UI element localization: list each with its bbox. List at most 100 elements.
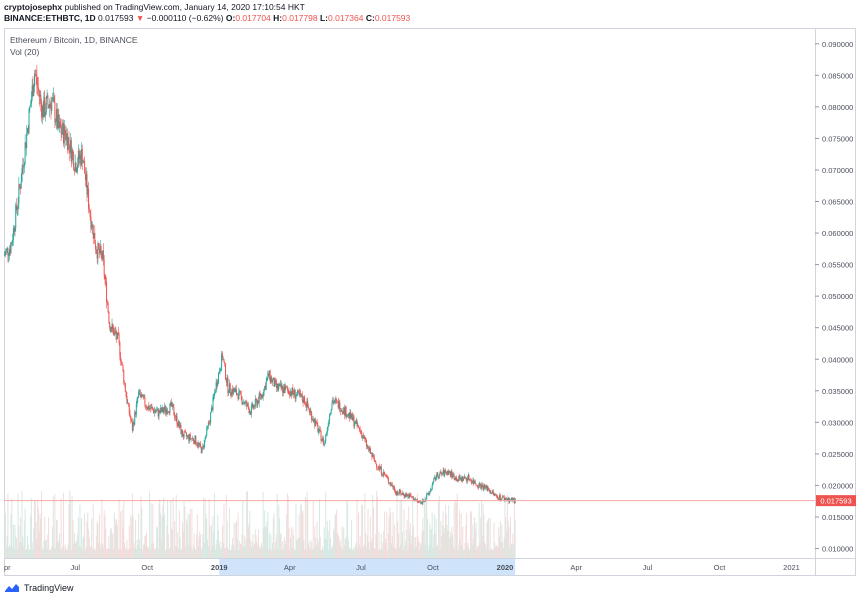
candle-body bbox=[20, 181, 22, 189]
candle-body bbox=[146, 408, 148, 410]
volume-bar bbox=[145, 532, 147, 558]
candle-body bbox=[210, 407, 212, 413]
volume-bar bbox=[116, 520, 118, 558]
candle-body bbox=[361, 431, 363, 438]
volume-bar bbox=[513, 501, 515, 558]
volume-bar bbox=[387, 533, 389, 558]
volume-bar bbox=[47, 534, 49, 558]
volume-bar bbox=[445, 514, 447, 558]
volume-bar bbox=[187, 513, 189, 558]
volume-bar bbox=[5, 513, 7, 558]
candle-body bbox=[324, 440, 326, 444]
candle-body bbox=[165, 409, 167, 413]
candle-body bbox=[51, 99, 53, 111]
brand-name[interactable]: TradingView bbox=[24, 583, 74, 593]
volume-title[interactable]: Vol (20) bbox=[10, 47, 40, 57]
candle-body bbox=[10, 244, 12, 253]
volume-bar bbox=[495, 545, 497, 558]
volume-bar bbox=[448, 538, 450, 558]
candle-body bbox=[33, 86, 35, 96]
candle-body bbox=[329, 412, 331, 414]
candle-body bbox=[459, 477, 461, 479]
price-chart[interactable]: 0.090000 0.085000 0.080000 0.075000 0.070000… bbox=[4, 28, 856, 576]
volume-bar bbox=[410, 544, 412, 558]
candle-body bbox=[398, 493, 400, 494]
candle-body bbox=[142, 394, 144, 397]
volume-bar bbox=[347, 502, 349, 558]
candle-body bbox=[344, 407, 346, 416]
candle-body bbox=[351, 413, 353, 419]
chart-border bbox=[4, 28, 856, 576]
volume-bar bbox=[113, 512, 115, 558]
volume-bar bbox=[322, 549, 324, 558]
candle-body bbox=[226, 377, 228, 383]
candle-body bbox=[109, 322, 111, 327]
volume-bar bbox=[88, 537, 90, 558]
candle-body bbox=[168, 412, 170, 414]
volume-bar bbox=[281, 549, 283, 558]
volume-bar bbox=[109, 529, 111, 558]
candle-body bbox=[316, 421, 318, 426]
volume-bar bbox=[333, 528, 335, 558]
candle-body bbox=[7, 247, 9, 256]
candle-body bbox=[92, 224, 94, 239]
volume-bar bbox=[498, 527, 500, 558]
candle-body bbox=[68, 137, 70, 145]
volume-bar bbox=[243, 546, 245, 558]
volume-bar bbox=[477, 546, 479, 558]
volume-bar bbox=[370, 542, 372, 558]
volume-bar bbox=[290, 537, 292, 558]
volume-bar bbox=[89, 546, 91, 558]
volume-bar bbox=[274, 549, 276, 558]
volume-bar bbox=[99, 514, 101, 558]
candle-body bbox=[411, 496, 413, 498]
candle-body bbox=[311, 412, 313, 421]
candle-body bbox=[321, 440, 323, 441]
volume-bar bbox=[16, 548, 18, 558]
volume-bar bbox=[196, 514, 198, 558]
candle-body bbox=[328, 420, 330, 427]
candle-body bbox=[450, 471, 452, 476]
volume-bar bbox=[23, 545, 25, 558]
candle-body bbox=[403, 494, 405, 497]
volume-bar bbox=[415, 537, 417, 558]
volume-bar bbox=[418, 540, 420, 558]
candle-body bbox=[383, 471, 385, 475]
candle-body bbox=[115, 331, 117, 335]
candle-body bbox=[242, 402, 244, 404]
volume-bar bbox=[484, 541, 486, 558]
candle-body bbox=[86, 174, 88, 195]
volume-bar bbox=[340, 540, 342, 558]
candle-body bbox=[125, 391, 127, 396]
candle-body bbox=[427, 493, 429, 495]
volume-bar bbox=[450, 536, 452, 558]
author-name[interactable]: cryptojosephx bbox=[4, 2, 63, 12]
candle-body bbox=[497, 496, 499, 500]
volume-bar bbox=[416, 493, 418, 558]
candle-body bbox=[375, 461, 377, 464]
candle-body bbox=[18, 184, 20, 204]
candle-body bbox=[282, 387, 284, 393]
y-tick-label: 0.060000 bbox=[822, 229, 853, 238]
volume-bar bbox=[217, 530, 219, 558]
candle-body bbox=[420, 501, 422, 503]
volume-bar bbox=[433, 534, 435, 558]
volume-bar bbox=[428, 544, 430, 558]
chart-area[interactable]: 0.090000 0.085000 0.080000 0.075000 0.070000… bbox=[4, 28, 856, 576]
volume-bar bbox=[66, 549, 68, 558]
volume-bar bbox=[491, 548, 493, 558]
volume-bar bbox=[305, 550, 307, 558]
candle-body bbox=[187, 435, 189, 436]
volume-bar bbox=[23, 520, 25, 558]
candle-body bbox=[386, 476, 388, 477]
candle-body bbox=[231, 389, 233, 395]
candle-body bbox=[47, 95, 49, 105]
candle-body bbox=[432, 481, 434, 485]
candle-body bbox=[61, 132, 63, 134]
candle-body bbox=[299, 393, 301, 395]
series-title[interactable]: Ethereum / Bitcoin, 1D, BINANCE bbox=[10, 35, 138, 45]
candle-body bbox=[85, 174, 87, 180]
volume-bar bbox=[243, 535, 245, 558]
volume-bar bbox=[27, 544, 29, 558]
candle-body bbox=[315, 420, 317, 422]
